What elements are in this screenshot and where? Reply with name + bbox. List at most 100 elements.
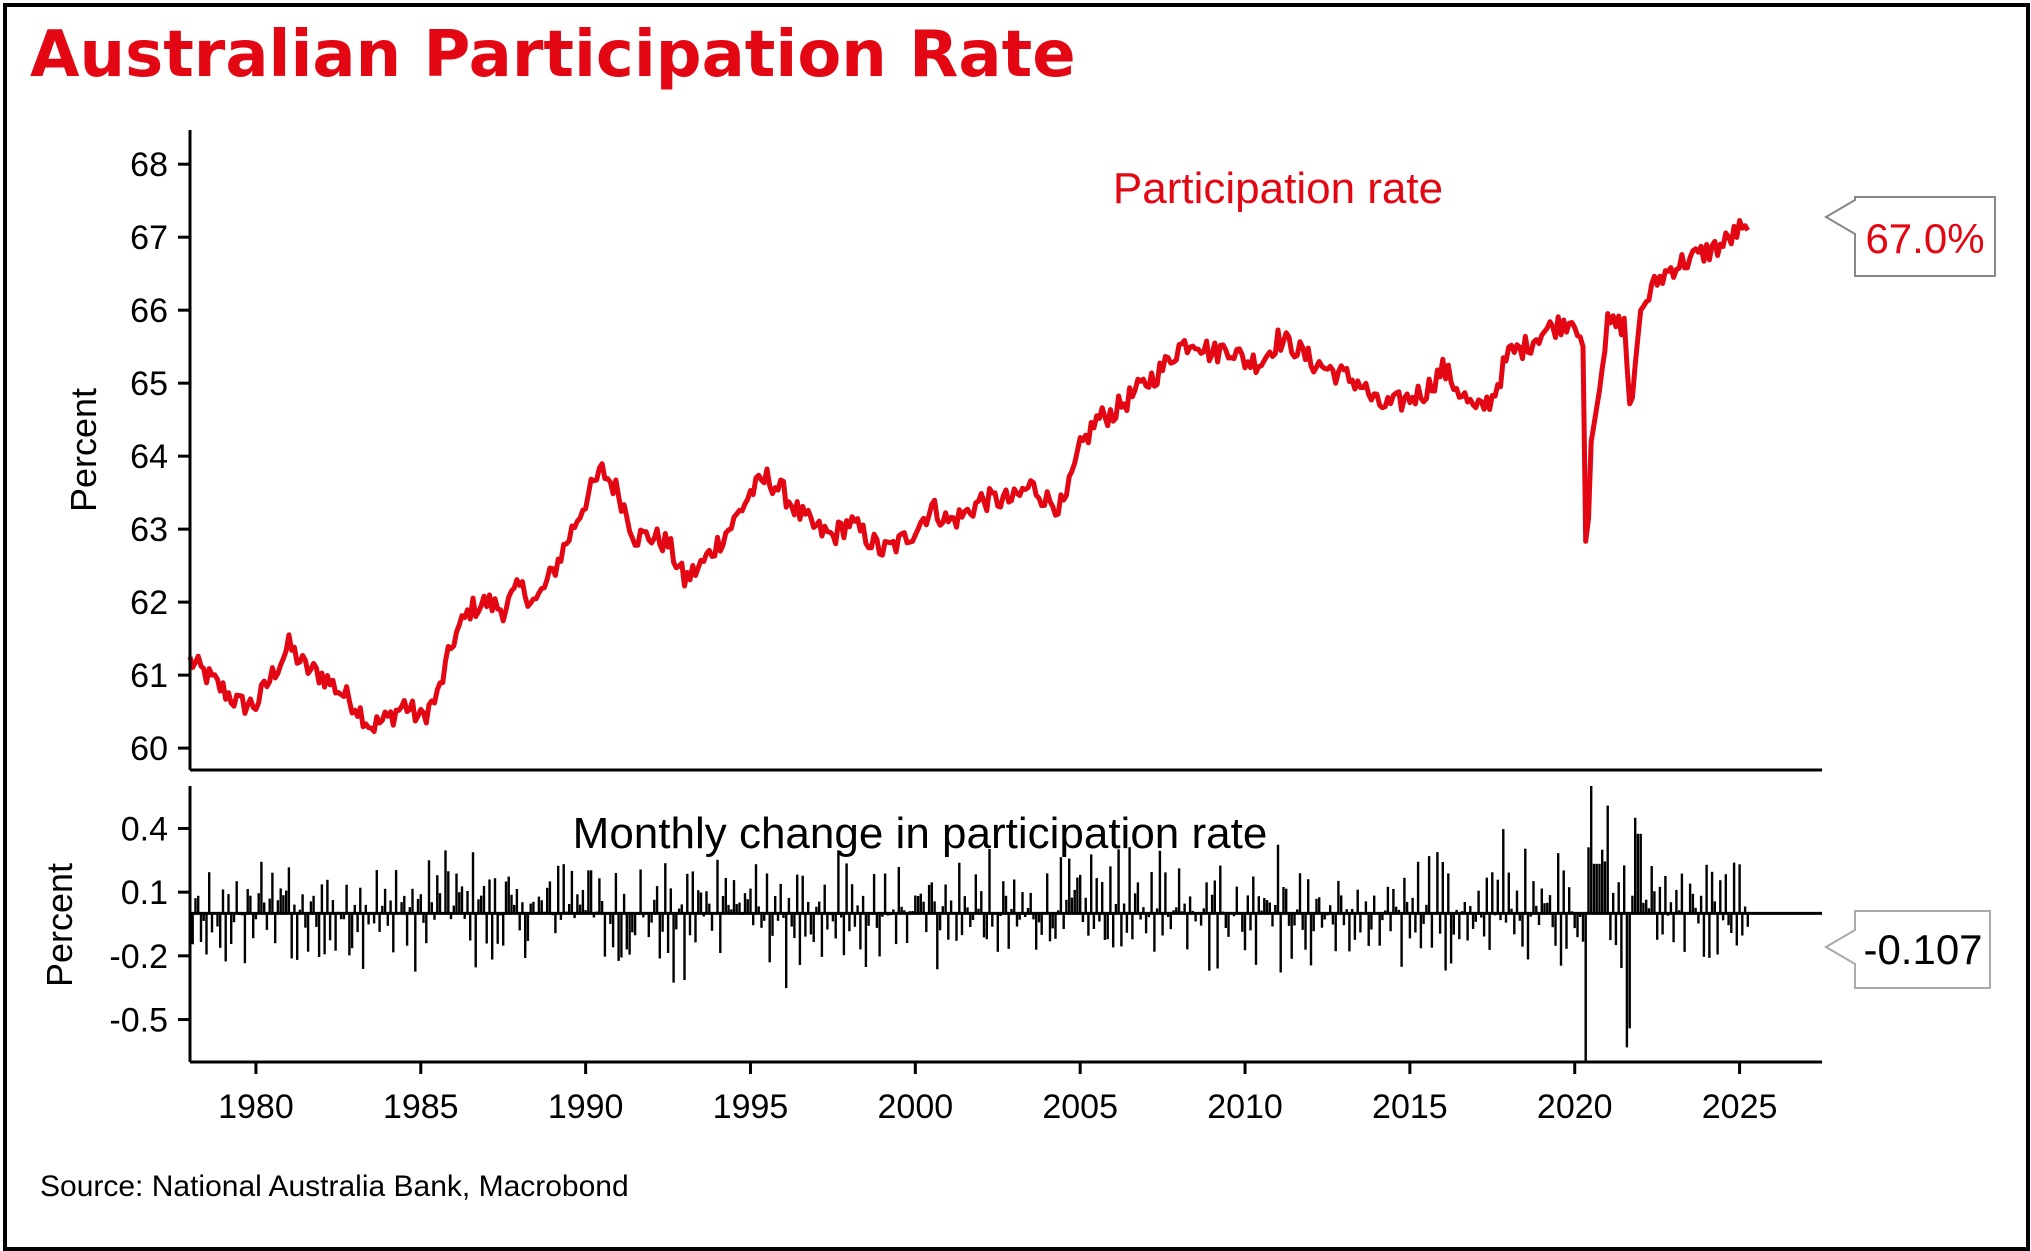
monthly-change-bar	[881, 913, 884, 917]
monthly-change-bar	[1647, 908, 1651, 914]
monthly-change-bar	[480, 895, 483, 914]
monthly-change-bar	[452, 905, 455, 914]
monthly-change-bar	[1551, 913, 1554, 928]
monthly-change-bar	[1727, 913, 1730, 926]
monthly-change-bar	[631, 913, 634, 933]
monthly-change-bar	[232, 913, 236, 923]
monthly-change-bar	[1276, 844, 1280, 914]
monthly-change-bar	[1650, 866, 1653, 914]
monthly-change-bar	[1463, 902, 1466, 914]
monthly-change-bar	[460, 886, 464, 914]
monthly-change-bar	[447, 871, 450, 914]
monthly-change-bar	[820, 913, 824, 957]
monthly-change-bar	[1416, 861, 1420, 914]
monthly-change-bar	[760, 913, 763, 928]
source-note: Source: National Australia Bank, Macrobo…	[40, 1170, 629, 1203]
monthly-change-bar	[1603, 861, 1607, 914]
monthly-change-bar	[194, 898, 197, 914]
monthly-change-bar	[1598, 863, 1601, 914]
monthly-change-bar	[818, 901, 821, 914]
monthly-change-bar	[1271, 913, 1274, 927]
monthly-change-bar	[1710, 871, 1714, 914]
monthly-change-bar	[1249, 913, 1252, 931]
monthly-change-bar	[763, 913, 766, 921]
monthly-change-bar	[1609, 913, 1612, 941]
monthly-change-bar	[334, 913, 337, 951]
monthly-change-bar	[1007, 913, 1010, 949]
monthly-change-bar	[727, 904, 730, 914]
monthly-change-bar	[1090, 854, 1093, 914]
monthly-change-bar	[1348, 913, 1351, 952]
monthly-change-bar	[1425, 904, 1428, 914]
monthly-change-bar	[573, 913, 576, 919]
monthly-change-bar	[677, 908, 681, 914]
monthly-change-bar	[1114, 904, 1118, 914]
monthly-change-bar	[548, 881, 552, 914]
monthly-change-bar	[221, 889, 225, 914]
monthly-change-bar	[1356, 889, 1359, 914]
monthly-change-bar	[1323, 913, 1326, 920]
monthly-change-bar	[1405, 901, 1409, 914]
monthly-change-bar	[1026, 908, 1030, 914]
monthly-change-bar	[1449, 913, 1453, 964]
monthly-change-bar	[345, 884, 348, 914]
bottom-y-tick-label: 0.1	[121, 874, 168, 912]
x-tick-label: 1980	[218, 1088, 294, 1126]
monthly-change-bar	[1741, 913, 1744, 936]
monthly-change-bar	[1287, 913, 1291, 926]
monthly-change-bar	[669, 888, 672, 914]
monthly-change-bar	[1263, 898, 1266, 914]
monthly-change-bar	[875, 913, 879, 928]
monthly-change-bar	[1537, 913, 1541, 925]
monthly-change-bar	[848, 913, 851, 932]
monthly-change-bar	[1515, 890, 1519, 914]
monthly-change-bar	[515, 889, 519, 914]
monthly-change-bar	[1199, 913, 1203, 926]
monthly-change-bar	[1724, 874, 1727, 914]
monthly-change-bar	[603, 913, 607, 957]
monthly-change-bars	[191, 786, 1749, 1062]
monthly-change-bar	[328, 913, 332, 941]
top-y-tick-label: 63	[130, 511, 168, 549]
monthly-change-bar	[982, 913, 986, 938]
monthly-change-bar	[1021, 892, 1024, 914]
monthly-change-bar	[719, 913, 722, 953]
monthly-change-bar	[1713, 901, 1716, 914]
monthly-change-bar	[1677, 910, 1681, 914]
monthly-change-bar	[383, 888, 387, 914]
monthly-change-bar	[1606, 805, 1609, 914]
monthly-change-bar	[787, 897, 791, 914]
monthly-change-bar	[1458, 913, 1461, 940]
monthly-change-bar	[1153, 913, 1156, 952]
x-tick-label: 2025	[1702, 1088, 1778, 1126]
monthly-change-bar	[342, 913, 346, 920]
monthly-change-bar	[903, 910, 906, 914]
monthly-change-bar	[1438, 913, 1442, 934]
monthly-change-bar	[658, 913, 661, 959]
monthly-change-bar	[584, 910, 587, 914]
monthly-change-bar	[971, 913, 975, 920]
monthly-change-bar	[1474, 913, 1477, 922]
monthly-change-bar	[697, 890, 700, 914]
monthly-change-bar	[304, 913, 307, 928]
monthly-change-bar	[326, 879, 329, 914]
monthly-change-bar	[1054, 913, 1057, 939]
chart-frame	[3, 3, 2030, 1251]
monthly-change-bar	[1057, 910, 1060, 914]
monthly-change-bar	[449, 913, 453, 920]
monthly-change-bar	[1216, 913, 1219, 969]
x-tick-label: 2005	[1042, 1088, 1118, 1126]
monthly-change-bar	[518, 913, 521, 931]
monthly-change-annotation: Monthly change in participation rate	[573, 809, 1268, 858]
monthly-change-bar	[1202, 908, 1205, 914]
monthly-change-bar	[1155, 908, 1159, 914]
monthly-change-bar	[1205, 882, 1208, 914]
monthly-change-bar	[702, 913, 705, 917]
monthly-change-bar	[312, 895, 315, 914]
monthly-change-bar	[524, 913, 527, 958]
monthly-change-bar	[1526, 913, 1530, 960]
monthly-change-bar	[364, 904, 367, 914]
monthly-change-bar	[1675, 889, 1678, 914]
monthly-change-bar	[1164, 872, 1167, 914]
monthly-change-bar	[1235, 886, 1238, 914]
